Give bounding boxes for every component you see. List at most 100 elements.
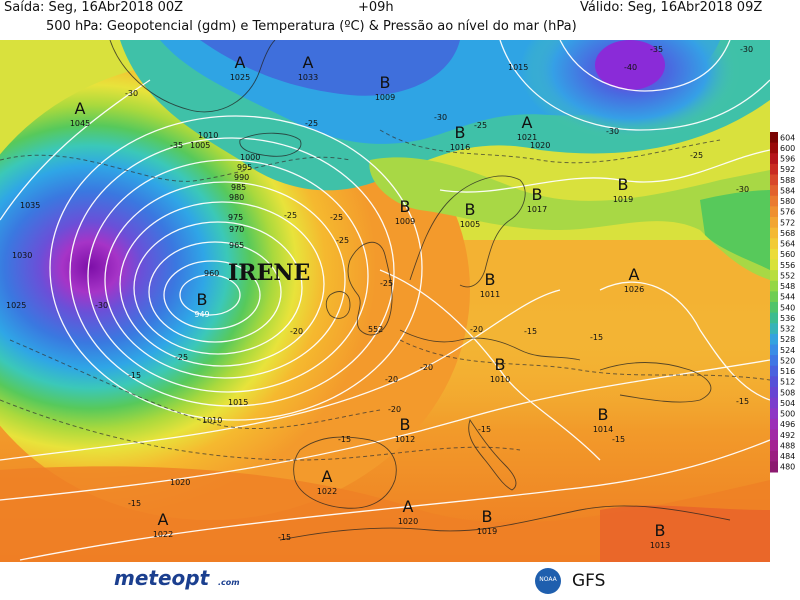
map-title: 500 hPa: Geopotencial (gdm) e Temperatur… xyxy=(46,19,577,34)
svg-text:1022: 1022 xyxy=(317,487,337,496)
valid-time: Válido: Seg, 16Abr2018 09Z xyxy=(580,0,763,15)
isobar-label: 1035 xyxy=(20,201,40,210)
temp-label: -15 xyxy=(128,371,141,380)
colorbar-label: 508 xyxy=(780,388,795,397)
colorbar-swatch xyxy=(770,153,778,165)
isobar-label: 1015 xyxy=(508,63,528,72)
pressure-center: A 1033 xyxy=(298,53,318,82)
temp-label: -25 xyxy=(474,121,487,130)
isobar-label: 980 xyxy=(229,193,244,202)
colorbar-swatch xyxy=(770,461,778,473)
colorbar-swatch xyxy=(770,206,778,218)
svg-text:1020: 1020 xyxy=(398,517,418,526)
svg-text:A: A xyxy=(322,467,333,486)
colorbar-swatch xyxy=(770,387,778,399)
colorbar-swatch xyxy=(770,238,778,250)
svg-text:949: 949 xyxy=(194,310,209,319)
colorbar-swatch xyxy=(770,323,778,335)
svg-text:B: B xyxy=(380,73,391,92)
temp-label: -15 xyxy=(128,499,141,508)
isobar-label: 1025 xyxy=(6,301,26,310)
noaa-logo-icon: NOAA xyxy=(535,568,561,594)
colorbar-swatch xyxy=(770,440,778,452)
isobar-label: 1020 xyxy=(530,141,550,150)
colorbar-label: 576 xyxy=(780,208,795,217)
temp-label: -25 xyxy=(330,213,343,222)
storm-name: IRENE xyxy=(228,260,310,286)
colorbar-swatch xyxy=(770,217,778,229)
svg-text:B: B xyxy=(482,507,493,526)
svg-text:1025: 1025 xyxy=(230,73,250,82)
temp-label: -25 xyxy=(690,151,703,160)
colorbar-label: 600 xyxy=(780,144,795,153)
colorbar-label: 496 xyxy=(780,420,795,429)
isobar-label: 975 xyxy=(228,213,243,222)
pressure-center: B 1009 xyxy=(375,73,395,102)
isobar-label: 1015 xyxy=(228,398,248,407)
colorbar-label: 544 xyxy=(780,293,795,302)
colorbar-swatch xyxy=(770,174,778,186)
temp-label: -15 xyxy=(478,425,491,434)
pressure-center: A 1021 xyxy=(517,113,537,142)
colorbar-label: 596 xyxy=(780,155,795,164)
temp-label: -15 xyxy=(612,435,625,444)
colorbar-swatch xyxy=(770,397,778,409)
pressure-center: A 1020 xyxy=(398,497,418,526)
colorbar-swatch xyxy=(770,429,778,441)
center-type: A xyxy=(75,99,86,118)
svg-text:B: B xyxy=(655,521,666,540)
svg-text:1021: 1021 xyxy=(517,133,537,142)
pressure-center: B 1012 xyxy=(395,415,415,444)
isobar-label: 1000 xyxy=(240,153,260,162)
colorbar-swatch xyxy=(770,302,778,314)
colorbar-swatch xyxy=(770,408,778,420)
svg-text:A: A xyxy=(158,510,169,529)
svg-text:1033: 1033 xyxy=(298,73,318,82)
colorbar-label: 488 xyxy=(780,441,795,450)
pressure-center: B 1011 xyxy=(480,270,500,299)
temp-label: -25 xyxy=(175,353,188,362)
colorbar-label: 504 xyxy=(780,399,795,408)
colorbar-label: 604 xyxy=(780,133,795,142)
isobar-label: 990 xyxy=(234,173,249,182)
pressure-center: B 949 xyxy=(194,290,209,319)
colorbar-swatch xyxy=(770,185,778,197)
colorbar-label: 512 xyxy=(780,378,795,387)
svg-text:1011: 1011 xyxy=(480,290,500,299)
colorbar-label: 580 xyxy=(780,197,795,206)
temp-label: -30 xyxy=(125,89,138,98)
svg-text:B: B xyxy=(455,123,466,142)
colorbar-label: 520 xyxy=(780,356,795,365)
pressure-center: B 1019 xyxy=(613,175,633,204)
colorbar-label: 552 xyxy=(780,271,795,280)
noaa-label: NOAA xyxy=(539,576,557,583)
temp-label: -30 xyxy=(736,185,749,194)
colorbar: 604 600 596 592 588 584 580 576 572 568 564 560 556 5… xyxy=(770,124,800,484)
temp-label: -20 xyxy=(290,327,303,336)
colorbar-label: 588 xyxy=(780,176,795,185)
colorbar-label: 536 xyxy=(780,314,795,323)
isobar-label: 960 xyxy=(204,269,219,278)
map-header: Saída: Seg, 16Abr2018 00Z +09h Válido: S… xyxy=(0,0,800,40)
colorbar-label: 560 xyxy=(780,250,795,259)
forecast-step: +09h xyxy=(358,0,394,15)
colorbar-label: 564 xyxy=(780,240,795,249)
pressure-center: B 1014 xyxy=(593,405,613,434)
temp-label: -20 xyxy=(388,405,401,414)
weather-map: A 1045 A 1025 A 1033 B 1009 B 1016 A 102… xyxy=(0,40,770,562)
svg-text:B: B xyxy=(400,415,411,434)
colorbar-swatch xyxy=(770,418,778,430)
temp-label: -35 xyxy=(650,45,663,54)
colorbar-label: 500 xyxy=(780,410,795,419)
isobar-label: 1020 xyxy=(170,478,190,487)
colorbar-label: 528 xyxy=(780,335,795,344)
isobar-label: 985 xyxy=(231,183,246,192)
svg-text:A: A xyxy=(403,497,414,516)
temp-label: -30 xyxy=(740,45,753,54)
isobar-label: 995 xyxy=(237,163,252,172)
temp-label: -25 xyxy=(336,236,349,245)
pressure-center: A 1026 xyxy=(624,265,644,294)
colorbar-swatch xyxy=(770,270,778,282)
isobar-label: 970 xyxy=(229,225,244,234)
temp-label: -20 xyxy=(385,375,398,384)
